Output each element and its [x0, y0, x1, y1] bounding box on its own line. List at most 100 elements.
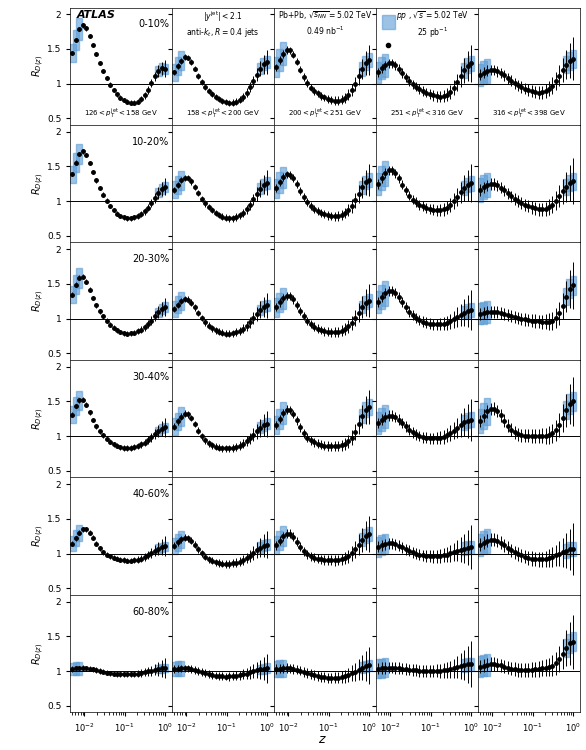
Bar [175, 296, 181, 314]
Bar [481, 655, 487, 676]
Text: ATLAS: ATLAS [76, 10, 115, 20]
Bar [566, 52, 573, 70]
Bar [155, 308, 162, 316]
Bar [379, 658, 385, 677]
Bar [464, 58, 471, 74]
Bar [375, 537, 381, 556]
Bar [484, 173, 490, 197]
Bar [566, 394, 573, 413]
Bar [273, 536, 280, 554]
Bar [461, 306, 468, 320]
Bar [171, 662, 178, 676]
Bar [366, 53, 372, 68]
Bar [155, 427, 162, 436]
Bar [171, 182, 178, 198]
Text: $158 < p_T^{\mathrm{jet}} < 200$ GeV: $158 < p_T^{\mathrm{jet}} < 200$ GeV [186, 106, 260, 120]
Bar [257, 183, 264, 194]
Bar [382, 160, 389, 186]
Bar [273, 57, 280, 77]
Bar [484, 398, 490, 424]
Bar [260, 58, 267, 70]
Bar [257, 542, 264, 553]
Bar [382, 658, 389, 677]
Bar [155, 664, 162, 674]
Bar [158, 184, 165, 194]
Bar [76, 391, 83, 410]
Bar [382, 406, 389, 428]
Bar [566, 542, 573, 556]
Bar [155, 544, 162, 554]
Bar [178, 171, 185, 190]
Bar [566, 634, 573, 652]
Bar [362, 661, 369, 672]
Text: 40-60%: 40-60% [132, 489, 169, 500]
Bar [171, 538, 178, 554]
Bar [563, 288, 570, 305]
Bar [464, 542, 471, 554]
Bar [162, 182, 168, 191]
Bar [468, 541, 474, 554]
Bar [563, 401, 570, 419]
Text: $251 < p_T^{\mathrm{jet}} < 316$ GeV: $251 < p_T^{\mathrm{jet}} < 316$ GeV [390, 106, 464, 120]
Bar [277, 292, 283, 313]
Bar [359, 62, 366, 76]
Bar [171, 64, 178, 81]
Bar [264, 176, 270, 188]
Bar [264, 56, 270, 68]
Bar [375, 290, 381, 313]
Bar [359, 301, 366, 313]
Bar [464, 413, 471, 428]
Bar [464, 304, 471, 318]
Bar [264, 663, 270, 674]
Bar [158, 63, 165, 74]
Bar [73, 662, 79, 675]
Y-axis label: $R_{D(z)}$: $R_{D(z)}$ [30, 525, 46, 548]
Bar [461, 658, 468, 671]
Bar [277, 531, 283, 550]
Bar [162, 64, 168, 74]
Bar [570, 275, 576, 296]
Bar [277, 660, 283, 677]
Bar [375, 62, 381, 82]
Bar [366, 294, 372, 307]
Bar [280, 166, 287, 188]
Bar [175, 413, 181, 430]
Bar [566, 279, 573, 298]
Bar [362, 56, 369, 70]
Bar [277, 50, 283, 71]
Bar [366, 527, 372, 541]
Y-axis label: $R_{D(z)}$: $R_{D(z)}$ [30, 55, 46, 77]
Bar [175, 176, 181, 194]
Bar [359, 533, 366, 546]
Bar [69, 662, 76, 675]
Bar [260, 178, 267, 190]
Bar [468, 56, 474, 71]
Bar [162, 542, 168, 551]
Text: 20-30%: 20-30% [132, 254, 169, 264]
Y-axis label: $R_{D(z)}$: $R_{D(z)}$ [30, 290, 46, 313]
Text: $z$: $z$ [318, 734, 327, 746]
Bar [171, 301, 178, 317]
Bar [155, 188, 162, 197]
Bar [178, 292, 185, 310]
Bar [375, 412, 381, 434]
Text: $200 < p_T^{\mathrm{jet}} < 251$ GeV: $200 < p_T^{\mathrm{jet}} < 251$ GeV [288, 106, 362, 120]
Bar [264, 300, 270, 311]
Bar [566, 175, 573, 191]
Bar [76, 268, 83, 287]
Bar [273, 416, 280, 434]
Bar [260, 302, 267, 313]
Bar [484, 59, 490, 82]
Bar [158, 304, 165, 313]
Bar [477, 303, 483, 324]
Bar [379, 409, 385, 430]
Text: Pb+Pb, $\sqrt{s_{NN}} = 5.02$ TeV
$0.49$ nb$^{-1}$: Pb+Pb, $\sqrt{s_{NN}} = 5.02$ TeV $0.49$… [278, 10, 373, 37]
Bar [477, 409, 483, 433]
Bar [69, 406, 76, 423]
Bar [481, 176, 487, 200]
Bar [379, 285, 385, 309]
Bar [73, 29, 79, 50]
Bar [273, 661, 280, 677]
Bar [260, 420, 267, 430]
Bar [69, 536, 76, 550]
